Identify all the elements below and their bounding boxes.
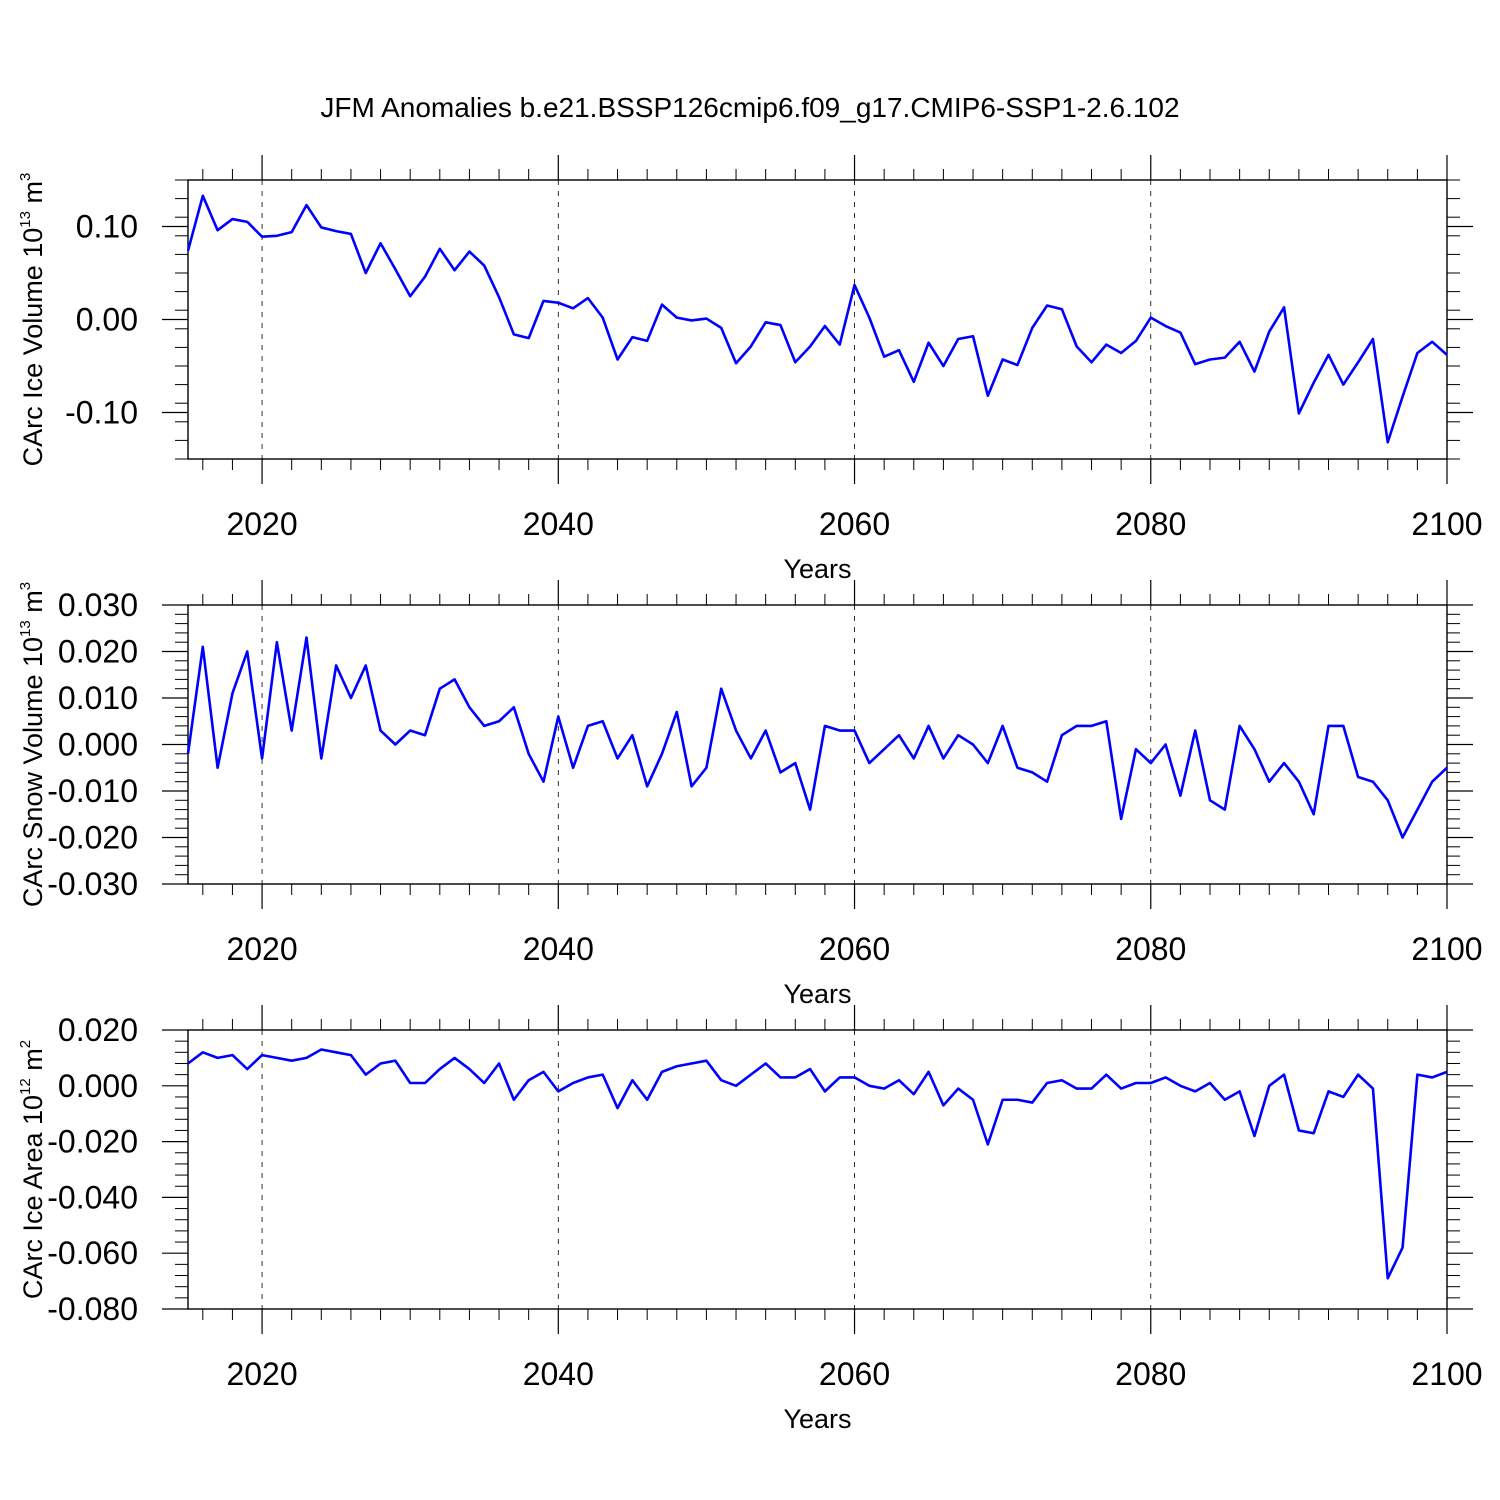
y-axis-label: CArc Ice Volume 1013 m3 xyxy=(17,173,48,467)
x-tick-label: 2100 xyxy=(1411,1356,1482,1392)
series-line xyxy=(186,194,1448,444)
y-tick-label: 0.10 xyxy=(76,209,138,245)
x-tick-label: 2080 xyxy=(1115,506,1186,542)
x-tick-label: 2060 xyxy=(819,931,890,967)
y-tick-label: -0.060 xyxy=(47,1235,138,1271)
y-tick-label: -0.010 xyxy=(47,773,138,809)
ice-area-panel: 2020 2040 2060 2080 2100 Years -0.080 -0.060 -0.… xyxy=(17,1005,1483,1434)
y-tick-label: 0.020 xyxy=(58,1012,138,1048)
x-tick-label: 2020 xyxy=(226,1356,297,1392)
y-axis-label: CArc Snow Volume 1013 m3 xyxy=(17,582,48,907)
x-tick-label: 2020 xyxy=(226,506,297,542)
y-tick-label: -0.10 xyxy=(65,395,138,431)
plot-frame xyxy=(187,1029,1448,1310)
y-tick-label: 0.030 xyxy=(58,587,138,623)
series-line xyxy=(186,636,1448,839)
x-tick-label: 2020 xyxy=(226,931,297,967)
x-tick-label: 2040 xyxy=(523,1356,594,1392)
y-tick-label: -0.020 xyxy=(47,820,138,856)
snow-volume-panel: 2020 2040 2060 2080 2100 Years -0.030 -0.020 -0.… xyxy=(17,580,1483,1009)
x-tick-label: 2080 xyxy=(1115,931,1186,967)
y-tick-label: 0.010 xyxy=(58,680,138,716)
y-tick-label: -0.080 xyxy=(47,1291,138,1327)
y-tick-label: 0.020 xyxy=(58,634,138,670)
x-tick-label: 2040 xyxy=(523,931,594,967)
y-axis-label: CArc Ice Area 1012 m2 xyxy=(17,1040,48,1299)
y-tick-label: 0.000 xyxy=(58,727,138,763)
x-tick-label: 2080 xyxy=(1115,1356,1186,1392)
x-tick-label: 2100 xyxy=(1411,506,1482,542)
x-tick-label: 2040 xyxy=(523,506,594,542)
x-tick-label: 2060 xyxy=(819,506,890,542)
y-tick-label: -0.040 xyxy=(47,1179,138,1215)
y-tick-label: 0.000 xyxy=(58,1068,138,1104)
ice-volume-panel: 2020 2040 2060 2080 2100 Years -0.10 0.00 0.10 CA… xyxy=(17,155,1483,584)
y-tick-label: -0.020 xyxy=(47,1124,138,1160)
x-axis-label: Years xyxy=(783,979,851,1009)
x-tick-label: 2100 xyxy=(1411,931,1482,967)
x-axis-label: Years xyxy=(783,1404,851,1434)
y-tick-label: -0.030 xyxy=(47,866,138,902)
y-tick-label: 0.00 xyxy=(76,302,138,338)
series-line xyxy=(187,1048,1448,1280)
chart-title: JFM Anomalies b.e21.BSSP126cmip6.f09_g17… xyxy=(320,92,1179,123)
x-axis-label: Years xyxy=(783,554,851,584)
x-tick-label: 2060 xyxy=(819,1356,890,1392)
